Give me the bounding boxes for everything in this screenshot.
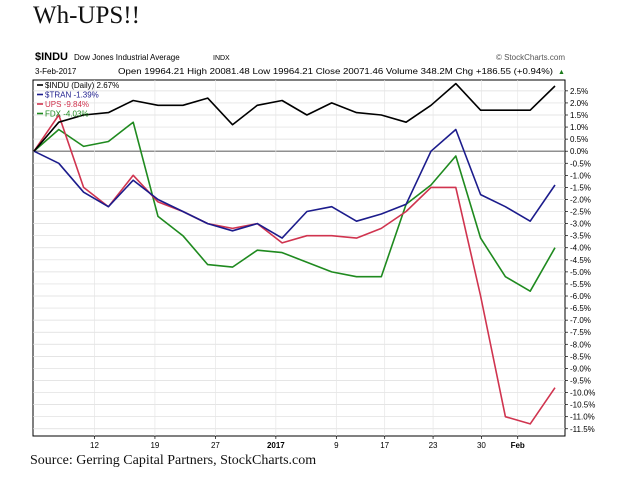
y-tick-label: -8.5%: [570, 352, 591, 361]
x-tick-label: 9: [334, 441, 339, 450]
grid: [33, 80, 565, 436]
y-tick-label: -6.5%: [570, 304, 591, 313]
y-tick-label: -4.5%: [570, 256, 591, 265]
legend-label: FDX -4.03%: [45, 110, 89, 119]
header-symbol: $INDU: [35, 51, 68, 63]
y-tick-label: -5.0%: [570, 268, 591, 277]
copyright: © StockCharts.com: [496, 53, 565, 62]
legend-label: $TRAN -1.39%: [45, 91, 99, 100]
y-tick-label: -4.0%: [570, 244, 591, 253]
chart-header: $INDU Dow Jones Industrial Average INDX …: [35, 51, 565, 76]
source-caption: Source: Gerring Capital Partners, StockC…: [30, 453, 317, 468]
headline: Wh-UPS!!: [33, 2, 140, 29]
y-tick-label: -5.5%: [570, 280, 591, 289]
y-tick-label: -10.5%: [570, 401, 595, 410]
y-tick-label: -8.0%: [570, 340, 591, 349]
header-date: 3-Feb-2017: [35, 67, 77, 76]
up-arrow-icon: ▲: [558, 69, 565, 76]
y-tick-label: -7.5%: [570, 328, 591, 337]
x-tick-label: 17: [380, 441, 389, 450]
y-tick-label: -11.5%: [570, 425, 595, 434]
y-tick-label: -9.0%: [570, 364, 591, 373]
y-tick-label: 0.0%: [570, 147, 588, 156]
y-tick-label: -6.0%: [570, 292, 591, 301]
y-tick-label: -7.0%: [570, 316, 591, 325]
y-axis: 2.5% 2.0% 1.5% 1.0% 0.5% 0.0% -0.5% -1.0% -1.5% -…: [565, 87, 595, 434]
legend: $INDU (Daily) 2.67%$TRAN -1.39%UPS -9.84…: [37, 81, 119, 119]
legend-label: $INDU (Daily) 2.67%: [45, 81, 119, 90]
y-tick-label: -3.0%: [570, 220, 591, 229]
y-tick-label: -1.0%: [570, 171, 591, 180]
y-tick-label: 0.5%: [570, 135, 588, 144]
y-tick-label: 1.0%: [570, 123, 588, 132]
x-tick-label: 19: [150, 441, 159, 450]
y-tick-label: -2.5%: [570, 208, 591, 217]
header-exchange: INDX: [213, 55, 230, 62]
plot-frame: [32, 79, 566, 437]
y-tick-label: -11.0%: [570, 413, 595, 422]
y-tick-label: -9.5%: [570, 376, 591, 385]
y-tick-label: 2.5%: [570, 87, 588, 96]
x-axis: 12 19 27 2017 9 17 23 30 Feb: [90, 436, 525, 450]
y-tick-label: -3.5%: [570, 232, 591, 241]
x-tick-label: 30: [477, 441, 486, 450]
x-tick-label: 23: [429, 441, 438, 450]
legend-label: UPS -9.84%: [45, 100, 89, 109]
series-lines: [33, 82, 556, 425]
series-line-0: [33, 82, 556, 152]
y-tick-label: -10.0%: [570, 389, 595, 398]
x-tick-label: 12: [90, 441, 99, 450]
series-line-1: [33, 128, 556, 239]
series-line-2: [33, 114, 556, 425]
header-quote: Open 19964.21 High 20081.48 Low 19964.21…: [118, 67, 553, 76]
y-tick-label: -0.5%: [570, 159, 591, 168]
header-name: Dow Jones Industrial Average: [74, 53, 180, 62]
y-tick-label: 1.5%: [570, 111, 588, 120]
y-tick-label: -1.5%: [570, 183, 591, 192]
y-tick-label: 2.0%: [570, 99, 588, 108]
x-tick-label: 27: [211, 441, 220, 450]
x-tick-label: 2017: [267, 441, 285, 450]
series-line-3: [33, 121, 556, 293]
y-tick-label: -2.0%: [570, 195, 591, 204]
x-tick-label: Feb: [511, 441, 525, 450]
